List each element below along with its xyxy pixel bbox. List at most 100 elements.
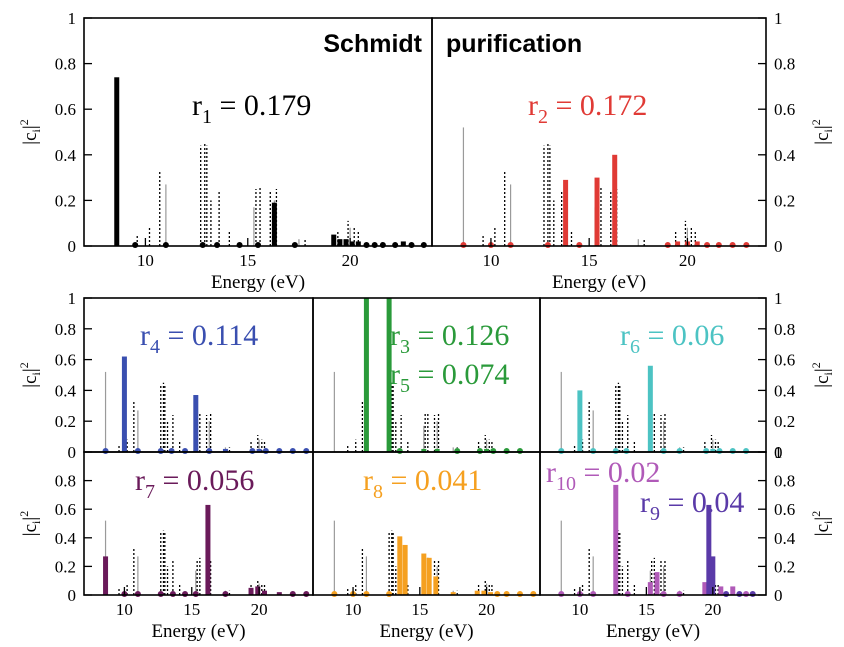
- bar: [577, 390, 583, 452]
- bar-dot: [676, 591, 683, 597]
- bar-dot: [132, 242, 139, 248]
- y-axis-label: |ci|2: [809, 362, 835, 387]
- y-tick-label: 0.4: [774, 529, 796, 548]
- bar: [343, 239, 349, 246]
- bar-dot: [743, 591, 750, 597]
- bar-dot: [503, 591, 510, 597]
- bar-dot: [623, 448, 630, 454]
- x-tick-label: 15: [411, 600, 428, 619]
- bar: [654, 572, 660, 595]
- x-tick-label: 15: [183, 600, 200, 619]
- bar-dot: [544, 242, 551, 248]
- bar-dot: [206, 448, 213, 454]
- bar-dot: [255, 242, 261, 248]
- bar: [426, 557, 432, 595]
- y-tick-label: 0.2: [55, 557, 76, 576]
- y-tick-label: 0.4: [55, 146, 77, 165]
- bar-dot: [182, 591, 189, 597]
- bar: [434, 448, 440, 452]
- x-tick-label: 15: [239, 251, 256, 270]
- y-tick-label: 0.2: [774, 191, 795, 210]
- bar: [612, 154, 618, 246]
- y-tick-label: 0.4: [774, 381, 796, 400]
- bar-dot: [454, 448, 461, 454]
- bar-dot: [379, 242, 386, 248]
- y-tick-label: 0.2: [774, 412, 795, 431]
- y-tick-label: 0: [68, 586, 77, 605]
- bar-dot: [743, 448, 750, 454]
- bar-dot: [102, 448, 109, 454]
- y-tick-label: 0.6: [55, 100, 76, 119]
- bar: [675, 241, 681, 246]
- y-axis-label: |ci|2: [17, 511, 43, 536]
- bar-dot: [530, 591, 537, 597]
- bar-dot: [729, 448, 736, 454]
- bar-dot: [276, 448, 283, 454]
- bar-dot: [749, 591, 756, 597]
- bar-dot: [558, 448, 565, 454]
- series-annotation: r8 = 0.041: [363, 464, 482, 503]
- y-tick-label: 0.2: [55, 191, 76, 210]
- bar: [400, 241, 406, 246]
- y-tick-label: 0.8: [55, 472, 76, 491]
- bar-dot: [612, 448, 619, 454]
- plot-frame: [431, 17, 767, 247]
- bar: [337, 239, 343, 246]
- bar-dot: [716, 448, 723, 454]
- bar-dot: [363, 591, 370, 597]
- y-tick-label: 0.2: [55, 412, 76, 431]
- bar: [647, 365, 653, 452]
- header-purification: purification: [446, 30, 582, 58]
- y-tick-label: 1: [68, 9, 77, 28]
- bar: [121, 356, 127, 452]
- bar: [222, 448, 228, 452]
- y-tick-label: 0.8: [774, 472, 795, 491]
- bar-dot: [558, 591, 565, 597]
- bar-dot: [703, 448, 710, 454]
- bar-dot: [729, 242, 736, 248]
- bar-dot: [214, 242, 221, 248]
- plot-frame: [539, 451, 767, 596]
- bar: [193, 395, 199, 452]
- y-tick-label: 0.6: [774, 100, 795, 119]
- y-tick-label: 0.8: [774, 320, 795, 339]
- y-tick-label: 0: [774, 443, 783, 462]
- bar: [363, 298, 369, 452]
- bar: [331, 234, 337, 246]
- bar: [647, 582, 653, 595]
- bar: [255, 586, 261, 595]
- x-tick-label: 20: [251, 600, 268, 619]
- x-tick-label: 10: [116, 600, 133, 619]
- bar: [613, 484, 619, 595]
- bar-dot: [660, 448, 667, 454]
- bar: [114, 77, 120, 246]
- bar: [563, 179, 569, 246]
- bar: [718, 586, 724, 595]
- bar-dot: [392, 242, 399, 248]
- series-annotation: r10 = 0.02: [546, 456, 660, 495]
- bar-dot: [162, 242, 169, 248]
- y-tick-label: 0: [774, 237, 783, 256]
- x-tick-label: 15: [638, 600, 655, 619]
- y-tick-label: 0: [774, 586, 783, 605]
- x-axis-label: Energy (eV): [379, 621, 473, 642]
- bar-dot: [490, 448, 497, 454]
- y-tick-label: 0.4: [55, 381, 77, 400]
- bar-dot: [704, 242, 711, 248]
- series-annotation: r3 = 0.126: [390, 319, 509, 358]
- bar-dot: [590, 591, 597, 597]
- bar-dot: [134, 448, 141, 454]
- series-annotation: r7 = 0.056: [135, 464, 254, 503]
- x-tick-label: 10: [482, 251, 499, 270]
- y-tick-label: 0.8: [774, 55, 795, 74]
- y-axis-label: |ci|2: [809, 119, 835, 144]
- bar: [421, 553, 427, 595]
- bar: [103, 556, 109, 595]
- y-tick-label: 0.4: [774, 146, 796, 165]
- bar-dot: [476, 448, 483, 454]
- x-axis-label: Energy (eV): [552, 272, 646, 293]
- x-tick-label: 15: [581, 251, 598, 270]
- bar-dot: [408, 242, 415, 248]
- bar-dot: [590, 448, 597, 454]
- bar: [481, 590, 487, 595]
